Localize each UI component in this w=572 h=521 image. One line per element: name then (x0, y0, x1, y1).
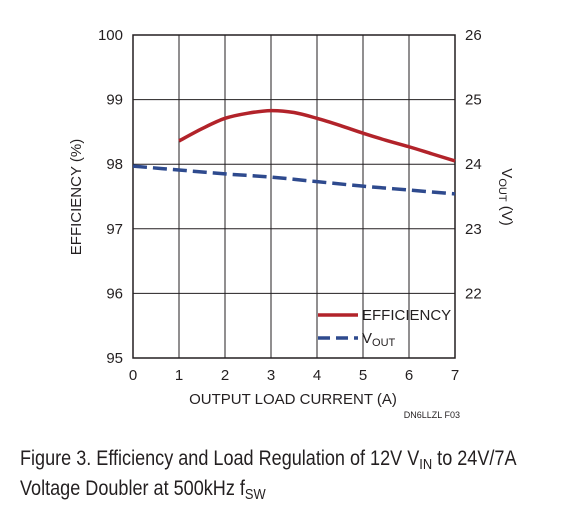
x-tick-label: 5 (359, 367, 367, 384)
y2-axis-label-sub: OUT (496, 178, 508, 202)
figure-id: DN6LLZL F03 (404, 410, 460, 420)
plot-frame (132, 34, 456, 359)
vout-line (132, 164, 456, 196)
y-tick-label: 95 (106, 350, 123, 367)
y2-tick-label: 26 (465, 27, 482, 44)
x-tick-label: 6 (405, 367, 413, 384)
legend-label-vout-main: V (362, 330, 372, 347)
y-tick-label: 100 (98, 27, 123, 44)
figure-caption: Figure 3. Efficiency and Load Regulation… (20, 444, 517, 504)
efficiency-line (178, 108, 456, 163)
y2-tick-labels: 22 23 24 25 26 (465, 27, 482, 302)
y2-tick-label: 25 (465, 92, 482, 109)
caption-sub-in: IN (419, 456, 433, 473)
y2-axis-label-main: V (498, 168, 515, 178)
x-tick-label: 0 (129, 367, 137, 384)
legend-label-vout-sub: OUT (372, 337, 396, 349)
x-tick-labels: 0 1 2 3 4 5 6 7 (129, 367, 459, 384)
y-axis-label: EFFICIENCY (%) (68, 139, 85, 255)
x-tick-label: 4 (313, 367, 321, 384)
caption-text-1b: to 24V/7A (432, 447, 517, 470)
y2-tick-label: 23 (465, 221, 482, 238)
y-tick-label: 99 (106, 92, 123, 109)
y-tick-label: 97 (106, 221, 123, 238)
caption-sub-sw: SW (244, 486, 266, 503)
x-tick-label: 7 (451, 367, 459, 384)
y2-axis-label-rest: (V) (498, 202, 515, 226)
legend-label-efficiency: EFFICIENCY (362, 307, 451, 324)
x-tick-label: 3 (267, 367, 275, 384)
y-tick-label: 98 (106, 156, 123, 173)
y-tick-labels: 95 96 97 98 99 100 (98, 27, 123, 367)
caption-line-1: Figure 3. Efficiency and Load Regulation… (20, 444, 517, 474)
x-tick-label: 2 (221, 367, 229, 384)
x-tick-label: 1 (175, 367, 183, 384)
x-axis-label: OUTPUT LOAD CURRENT (A) (189, 391, 397, 408)
series-lines (132, 108, 456, 196)
caption-text-2a: Voltage Doubler at 500kHz f (20, 477, 245, 500)
caption-text-1a: Figure 3. Efficiency and Load Regulation… (20, 447, 420, 470)
legend-label-vout: VOUT (362, 330, 396, 349)
y2-tick-label: 24 (465, 156, 482, 173)
y-tick-label: 96 (106, 285, 123, 302)
legend: EFFICIENCY VOUT (318, 307, 451, 349)
y2-axis-label: VOUT (V) (496, 168, 515, 225)
y2-tick-label: 22 (465, 285, 482, 302)
caption-line-2: Voltage Doubler at 500kHz fSW (20, 474, 489, 504)
